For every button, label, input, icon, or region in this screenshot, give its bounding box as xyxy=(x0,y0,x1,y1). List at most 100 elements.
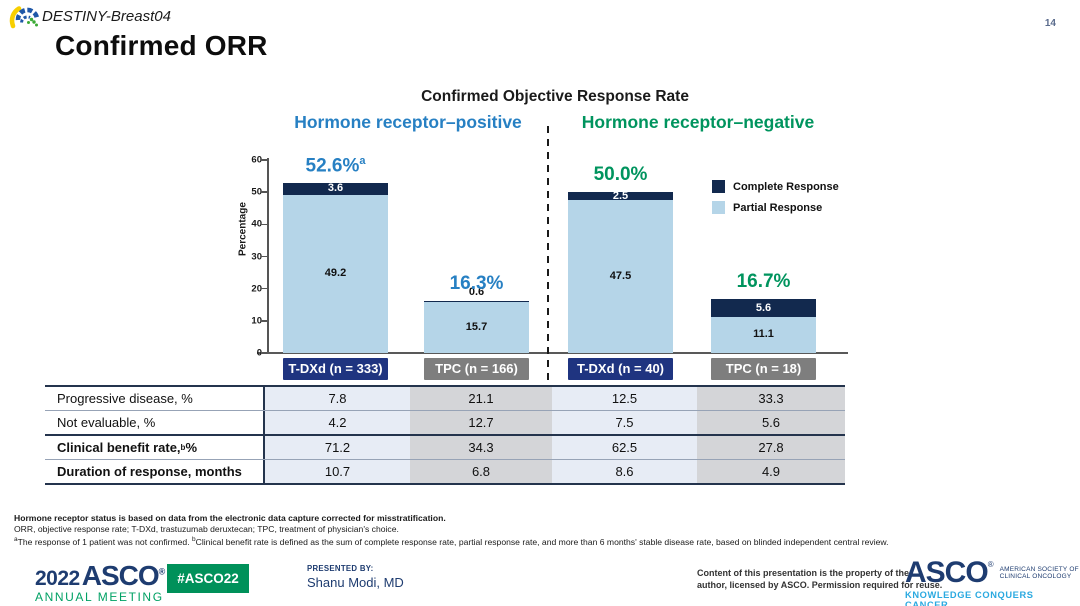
category-box: T-DXd (n = 40) xyxy=(568,358,673,380)
table-cell-value: 8.6 xyxy=(552,460,697,483)
hashtag-badge: #ASCO22 xyxy=(167,564,249,593)
table-cell-value: 62.5 xyxy=(552,436,697,459)
meeting-year: 2022 xyxy=(35,567,80,590)
bar-segment-partial xyxy=(711,317,816,353)
complete-value-label: 3.6 xyxy=(327,182,344,195)
rights-text: Content of this presentation is the prop… xyxy=(697,568,942,591)
y-tick-mark xyxy=(261,255,267,258)
category-box: TPC (n = 18) xyxy=(711,358,816,380)
presented-by-label: PRESENTED BY: xyxy=(307,564,374,573)
rights-line-1: Content of this presentation is the prop… xyxy=(697,568,910,578)
legend-item: Complete Response xyxy=(712,176,839,197)
y-tick-label: 30 xyxy=(251,251,262,262)
complete-value-label: 0.6 xyxy=(468,285,485,298)
table-row: Duration of response, months 10.7 6.8 8.6 4.… xyxy=(45,459,845,483)
bar-segment-partial xyxy=(283,194,388,353)
y-tick-mark xyxy=(261,287,267,290)
complete-value-label: 5.6 xyxy=(755,301,772,314)
bar-segment-partial xyxy=(424,302,529,353)
asco-tagline: KNOWLEDGE CONQUERS CANCER xyxy=(905,590,1034,606)
partial-value-label: 15.7 xyxy=(465,320,488,333)
y-tick-label: 40 xyxy=(251,218,262,230)
y-tick-label: 20 xyxy=(251,283,262,295)
legend-swatch xyxy=(712,180,725,193)
partial-value-label: 49.2 xyxy=(324,266,347,279)
legend-label: Complete Response xyxy=(733,180,839,193)
y-tick-mark xyxy=(261,223,267,226)
y-tick-label: 60 xyxy=(251,154,262,166)
bar-segment-complete xyxy=(711,299,816,318)
table-cell-value: 33.3 xyxy=(697,387,845,410)
table-cell-value: 5.6 xyxy=(697,411,845,434)
asco-society-logo: ASCO ® AMERICAN SOCIETY OF CLINICAL ONCO… xyxy=(905,558,1080,606)
asco-logo-text: ASCO xyxy=(905,556,989,589)
table-row: Progressive disease, % 7.8 21.1 12.5 33.3 xyxy=(45,385,845,410)
bar-segment-partial xyxy=(568,200,673,353)
presenter-name: Shanu Modi, MD xyxy=(307,575,404,590)
legend-label: Partial Response xyxy=(733,201,823,214)
table-row: Not evaluable, % 4.2 12.7 7.5 5.6 xyxy=(45,410,845,434)
y-tick-mark xyxy=(261,320,267,322)
table-cell-value: 12.5 xyxy=(552,387,697,410)
meeting-org: ASCO® xyxy=(81,560,166,591)
page-number: 14 xyxy=(1044,18,1056,29)
y-axis-line xyxy=(267,158,269,354)
bar-segment-complete xyxy=(568,192,673,201)
asco-registered-mark: ® xyxy=(987,560,994,569)
group-divider-dashed-line xyxy=(547,126,549,481)
legend-swatch xyxy=(712,201,725,214)
table-cell-value: 4.9 xyxy=(697,460,845,483)
table-cell-value: 4.2 xyxy=(265,411,410,434)
y-tick-mark xyxy=(261,159,267,161)
total-orr-label: 16.7% xyxy=(736,271,791,293)
slide-title: Confirmed ORR xyxy=(55,30,268,61)
table-row-label: Clinical benefit rate, b % xyxy=(45,436,265,459)
y-tick-label: 10 xyxy=(251,315,262,327)
table-cell-value: 6.8 xyxy=(410,460,552,483)
asco-org-name: AMERICAN SOCIETY OF CLINICAL ONCOLOGY xyxy=(999,565,1079,581)
x-axis-baseline xyxy=(257,352,848,354)
destiny-logo-icon xyxy=(9,6,40,29)
registered-mark: ® xyxy=(158,566,166,577)
total-orr-label: 16.3% xyxy=(449,272,504,294)
y-tick-label: 50 xyxy=(251,186,262,198)
bar-segment-complete xyxy=(424,300,529,303)
y-tick-label: 0 xyxy=(256,347,262,359)
legend-item: Partial Response xyxy=(712,197,839,218)
footnote-line-1: Hormone receptor status is based on data… xyxy=(14,513,446,523)
table-cell-value: 21.1 xyxy=(410,387,552,410)
table-cell-value: 71.2 xyxy=(265,436,410,459)
complete-value-label: 2.5 xyxy=(612,189,629,202)
results-table: Progressive disease, % 7.8 21.1 12.5 33.3 Not… xyxy=(45,385,845,485)
total-orr-label: 52.6%a xyxy=(305,155,366,177)
asco-meeting-logo: 2022 ASCO® ANNUAL MEETING xyxy=(35,560,166,604)
partial-value-label: 11.1 xyxy=(753,328,774,341)
table-cell-value: 12.7 xyxy=(410,411,552,434)
rights-line-2: author, licensed by ASCO. Permission req… xyxy=(697,579,943,590)
meeting-name: ANNUAL MEETING xyxy=(35,590,164,604)
table-cell-value: 7.8 xyxy=(265,387,410,410)
table-row: Clinical benefit rate, b % 71.2 34.3 62.5 27.… xyxy=(45,434,845,459)
group-header-hr-positive: Hormone receptor–positive xyxy=(294,112,522,132)
bar-segment-complete xyxy=(283,183,388,195)
table-row-label: Duration of response, months xyxy=(45,460,265,483)
table-row-label: Progressive disease, % xyxy=(45,387,265,410)
y-tick-mark xyxy=(261,191,267,193)
group-header-hr-negative: Hormone receptor–negative xyxy=(581,112,815,132)
chart-legend: Complete Response Partial Response xyxy=(712,176,839,218)
footnote-line-3: aThe response of 1 patient was not confi… xyxy=(14,536,889,547)
table-row-label: Not evaluable, % xyxy=(45,411,265,434)
table-cell-value: 7.5 xyxy=(552,411,697,434)
partial-value-label: 47.5 xyxy=(609,269,632,282)
chart-title: Confirmed Objective Response Rate xyxy=(421,88,689,105)
table-cell-value: 34.3 xyxy=(410,436,552,459)
footnote-line-2: ORR, objective response rate; T-DXd, tra… xyxy=(14,524,399,534)
table-cell-value: 10.7 xyxy=(265,460,410,483)
y-tick-mark xyxy=(261,352,267,354)
study-name-label: DESTINY-Breast04 xyxy=(42,8,171,25)
table-cell-value: 27.8 xyxy=(697,436,845,459)
category-box: T-DXd (n = 333) xyxy=(283,358,388,380)
category-box: TPC (n = 166) xyxy=(424,358,529,380)
total-orr-label: 50.0% xyxy=(593,164,648,186)
